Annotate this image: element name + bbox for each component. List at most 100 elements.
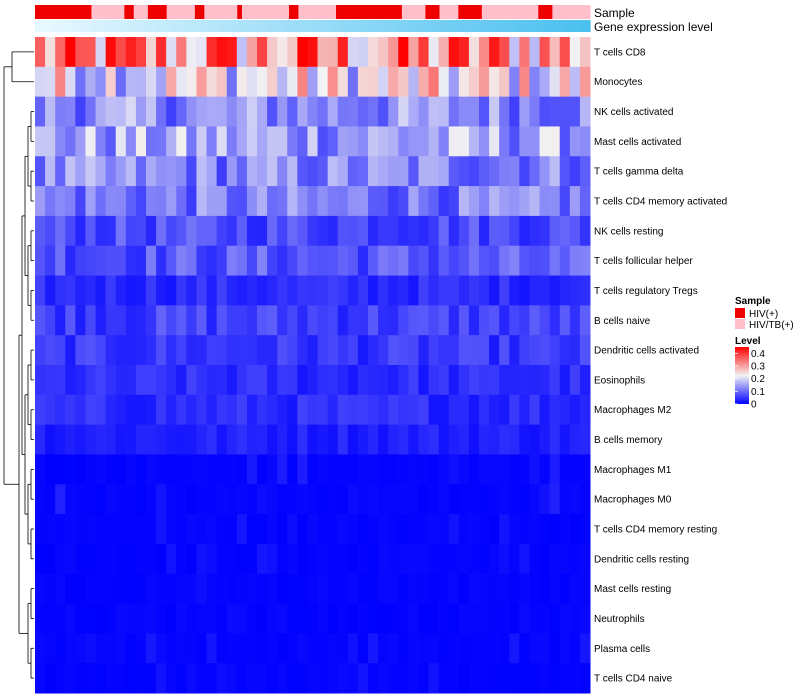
expression-annotation-cell	[571, 20, 582, 32]
heatmap-cell	[579, 365, 591, 396]
heatmap-cell	[206, 454, 218, 485]
heatmap-cell	[499, 186, 510, 217]
heatmap-cell	[186, 245, 197, 277]
heatmap-cell	[458, 663, 470, 694]
expression-annotation-cell	[257, 20, 267, 32]
heatmap-cell	[479, 633, 490, 664]
heatmap-cell	[125, 365, 137, 396]
heatmap-cell	[408, 365, 419, 396]
heatmap-cell	[176, 603, 187, 634]
heatmap-cell	[115, 633, 127, 664]
heatmap-cell	[378, 37, 389, 68]
heatmap-cell	[368, 454, 379, 485]
sample-annotation-cell	[223, 5, 229, 19]
heatmap-cell	[156, 186, 167, 217]
heatmap-cell	[115, 335, 127, 366]
heatmap-cell	[236, 424, 248, 455]
heatmap-cell	[95, 543, 107, 575]
sample-annotation-cell	[143, 5, 149, 19]
level-tick-label: 0.3	[751, 362, 765, 373]
heatmap-cell	[307, 663, 319, 694]
heatmap-cell	[499, 573, 510, 605]
heatmap-cell	[357, 543, 369, 575]
legend-label-hiv: HIV(+)	[749, 309, 778, 320]
heatmap-cell	[529, 275, 541, 306]
heatmap-cell	[277, 454, 288, 485]
heatmap-cell	[438, 663, 450, 694]
heatmap-cell	[206, 335, 218, 366]
heatmap-cell	[368, 394, 379, 426]
heatmap-cell	[125, 543, 137, 575]
sample-annotation-cell	[270, 5, 276, 19]
heatmap-cell	[105, 484, 117, 515]
sample-annotation-cell	[533, 5, 539, 19]
heatmap-cell	[479, 37, 490, 68]
heatmap-cell	[347, 186, 359, 217]
heatmap-cell	[327, 484, 339, 515]
heatmap-cell	[186, 275, 197, 306]
sample-annotation-cell	[53, 5, 60, 19]
expression-annotation-cell	[469, 20, 480, 32]
heatmap-cell	[95, 603, 107, 634]
heatmap-cell	[216, 424, 228, 455]
heatmap-cell	[569, 603, 581, 634]
row-dendrogram	[3, 51, 34, 679]
heatmap-cell	[307, 633, 319, 664]
heatmap-cell	[105, 603, 117, 634]
heatmap-cell	[428, 454, 440, 485]
heatmap-cell	[146, 543, 157, 575]
heatmap-cell	[509, 215, 520, 247]
heatmap-cell	[75, 215, 86, 247]
expression-annotation-cell	[220, 20, 230, 32]
heatmap-cell	[75, 245, 86, 277]
heatmap-cell	[45, 335, 56, 366]
row-label: T cells CD4 naive	[594, 674, 673, 685]
heatmap-cell	[85, 663, 97, 694]
heatmap-cell	[378, 66, 389, 98]
heatmap-cell	[559, 156, 571, 187]
heatmap-cell	[509, 156, 520, 187]
heatmap-cell	[246, 126, 258, 157]
heatmap-cell	[125, 663, 137, 694]
heatmap-cell	[428, 424, 440, 455]
heatmap-cell	[257, 394, 268, 426]
heatmap-cell	[408, 66, 419, 98]
sample-annotation-cell	[260, 5, 267, 19]
heatmap-cell	[135, 633, 147, 664]
heatmap-cell	[45, 543, 56, 575]
heatmap-cell	[479, 126, 490, 157]
heatmap-cell	[176, 215, 187, 247]
heatmap-cell	[146, 186, 157, 217]
heatmap-cell	[135, 603, 147, 634]
heatmap-cell	[186, 215, 197, 247]
expression-annotation-cell	[229, 20, 240, 32]
heatmap-cell	[297, 186, 308, 217]
heatmap-cell	[115, 305, 127, 336]
heatmap-cell	[479, 543, 490, 575]
heatmap-cell	[115, 484, 127, 515]
heatmap-cell	[226, 484, 238, 515]
heatmap-cell	[257, 275, 268, 306]
heatmap-cell	[579, 335, 591, 366]
heatmap-cell	[479, 365, 490, 396]
heatmap-cell	[357, 484, 369, 515]
row-labels: T cells CD8 Monocytes NK cells activated Ma…	[594, 47, 727, 684]
sample-annotation-cell	[505, 5, 511, 19]
heatmap-cell	[307, 484, 319, 515]
heatmap-cell	[85, 335, 97, 366]
heatmap-cell	[559, 543, 571, 575]
heatmap-cell	[307, 186, 319, 217]
heatmap-cell	[125, 186, 137, 217]
heatmap-cell	[529, 365, 541, 396]
heatmap-cell	[438, 394, 450, 426]
heatmap-cell	[65, 126, 76, 157]
expression-annotation-cell	[580, 20, 591, 32]
heatmap-cell	[35, 663, 46, 694]
heatmap-cell	[105, 96, 117, 127]
sample-annotation-cell	[209, 5, 215, 19]
heatmap-cell	[327, 186, 339, 217]
heatmap-cell	[519, 335, 530, 366]
heatmap-cell	[327, 514, 339, 545]
heatmap-cell	[35, 305, 46, 336]
heatmap-cell	[368, 484, 379, 515]
